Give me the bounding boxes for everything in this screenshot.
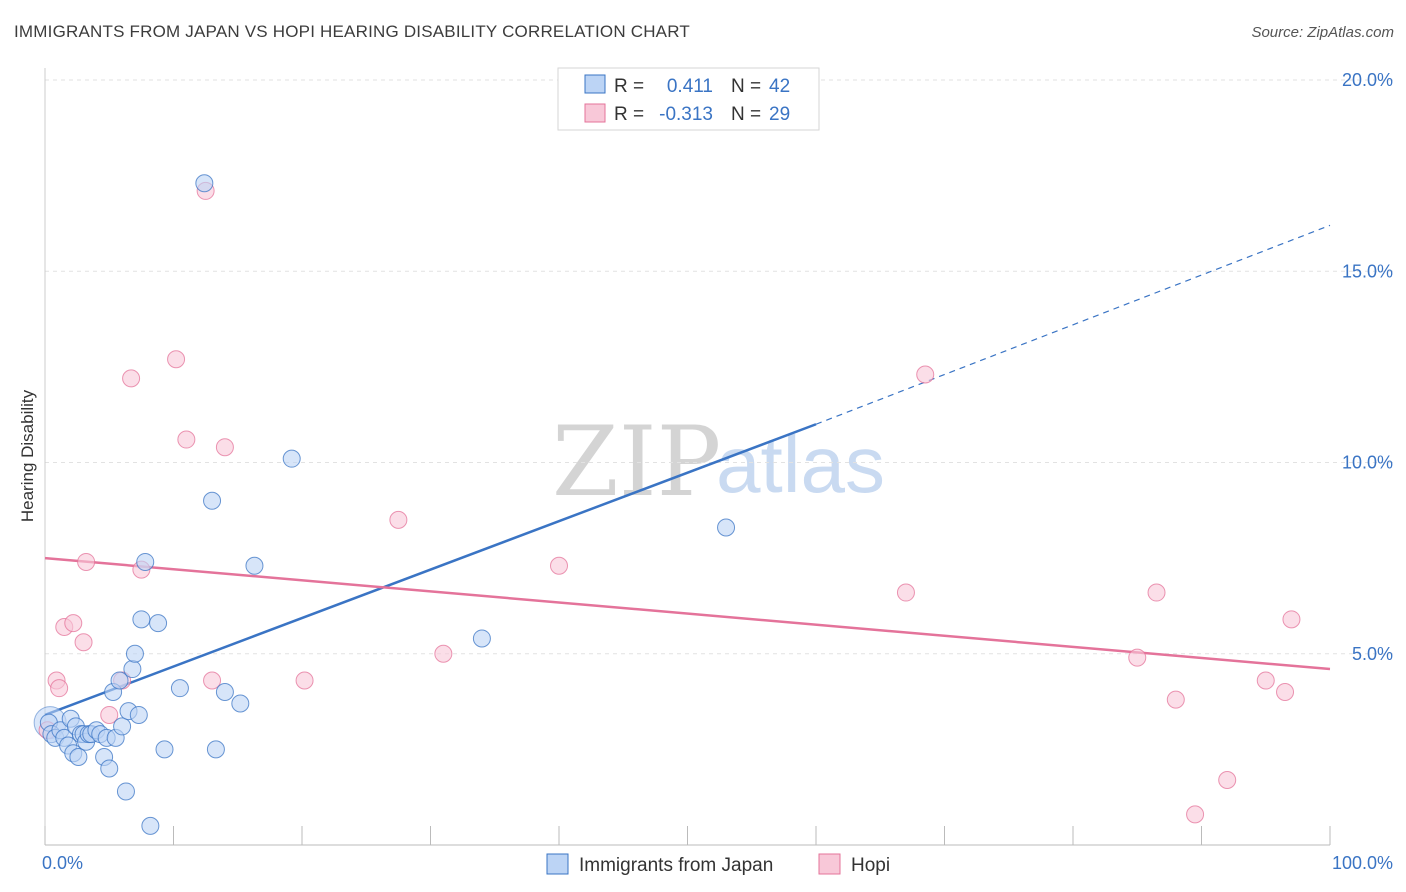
point-japan-42	[282, 449, 301, 468]
y-tick-label-4: 20.0%	[1342, 70, 1393, 90]
point-hopi-28	[1256, 671, 1275, 690]
stats-n-label-japan: N =	[731, 76, 761, 97]
stats-n-value-hopi: 29	[769, 104, 790, 125]
point-japan-43	[472, 629, 491, 648]
legend-label-hopi: Hopi	[851, 855, 890, 876]
y-tick-label-2: 10.0%	[1342, 453, 1393, 473]
stats-n-value-japan: 42	[769, 76, 790, 97]
y-tick-label-1: 5.0%	[1352, 644, 1393, 664]
point-hopi-7	[77, 552, 96, 571]
point-japan-20	[100, 759, 119, 778]
stats-n-label-hopi: N =	[731, 104, 761, 125]
point-japan-41	[245, 556, 264, 575]
point-japan-29	[129, 705, 148, 724]
point-hopi-18	[389, 510, 408, 529]
stats-r-value-hopi: -0.313	[659, 104, 713, 125]
x-tick-label-start: 0.0%	[42, 853, 83, 873]
point-japan-44	[717, 518, 736, 537]
x-tick-label-end: 100.0%	[1332, 853, 1393, 873]
stats-r-label-japan: R =	[614, 76, 644, 97]
stats-box: R = 0.411 N = 42 R = -0.313 N = 29	[557, 67, 820, 131]
y-tick-label-3: 15.0%	[1342, 261, 1393, 281]
y-axis-label: Hearing Disability	[18, 389, 37, 522]
point-hopi-22	[916, 365, 935, 384]
point-hopi-6	[74, 633, 93, 652]
point-japan-36	[195, 174, 214, 193]
trend-line-hopi	[44, 556, 1331, 671]
source-credit: Source: ZipAtlas.com	[1251, 24, 1394, 41]
point-hopi-19	[434, 644, 453, 663]
point-hopi-24	[1147, 583, 1166, 602]
point-hopi-27	[1218, 770, 1237, 789]
legend-label-japan: Immigrants from Japan	[579, 855, 773, 876]
point-japan-27	[123, 660, 142, 679]
point-japan-35	[170, 679, 189, 698]
point-hopi-30	[1282, 610, 1301, 629]
trend-line-japan	[44, 423, 817, 717]
point-japan-23	[110, 671, 129, 690]
x-tick-labels: 0.0% 100.0%	[42, 853, 1393, 873]
stats-r-label-hopi: R =	[614, 104, 644, 125]
point-hopi-21	[896, 583, 915, 602]
point-hopi-12	[167, 350, 186, 369]
point-hopi-8	[100, 705, 119, 724]
stats-swatch-japan	[584, 74, 606, 94]
point-japan-10	[69, 748, 88, 767]
point-japan-37	[203, 491, 222, 510]
point-japan-39	[215, 683, 234, 701]
point-hopi-13	[177, 430, 196, 449]
point-japan-31	[136, 552, 155, 571]
point-hopi-26	[1186, 805, 1205, 824]
point-hopi-29	[1276, 683, 1295, 701]
point-hopi-20	[550, 556, 568, 575]
point-hopi-3	[50, 679, 69, 698]
point-japan-34	[155, 740, 174, 759]
point-japan-24	[113, 717, 132, 736]
point-hopi-23	[1128, 648, 1147, 667]
trend-line-japan-extension	[815, 224, 1331, 425]
stats-r-value-japan: 0.411	[667, 76, 713, 97]
watermark-atlas: atlas	[716, 420, 885, 509]
point-japan-32	[141, 816, 160, 835]
watermark: ZIP atlas	[552, 406, 885, 518]
point-japan-28	[125, 644, 144, 663]
point-hopi-5	[64, 614, 83, 633]
chart-title: IMMIGRANTS FROM JAPAN VS HOPI HEARING DI…	[14, 22, 690, 41]
point-japan-38	[206, 740, 225, 759]
point-hopi-25	[1166, 690, 1185, 709]
point-japan-33	[149, 614, 168, 633]
trend-lines	[44, 224, 1331, 717]
stats-swatch-hopi	[584, 103, 606, 123]
point-japan-25	[116, 782, 135, 801]
point-hopi-17	[295, 671, 314, 690]
point-japan-30	[132, 610, 151, 629]
data-points	[33, 174, 1301, 835]
point-japan-40	[231, 694, 250, 713]
y-tick-labels: 5.0% 10.0% 15.0% 20.0%	[1342, 70, 1393, 664]
point-hopi-16	[215, 438, 234, 457]
legend-swatch-hopi	[818, 853, 841, 875]
legend-swatch-japan	[546, 853, 569, 875]
legend: Immigrants from Japan Hopi	[546, 853, 890, 876]
point-hopi-15	[203, 671, 222, 690]
point-hopi-10	[122, 369, 141, 388]
